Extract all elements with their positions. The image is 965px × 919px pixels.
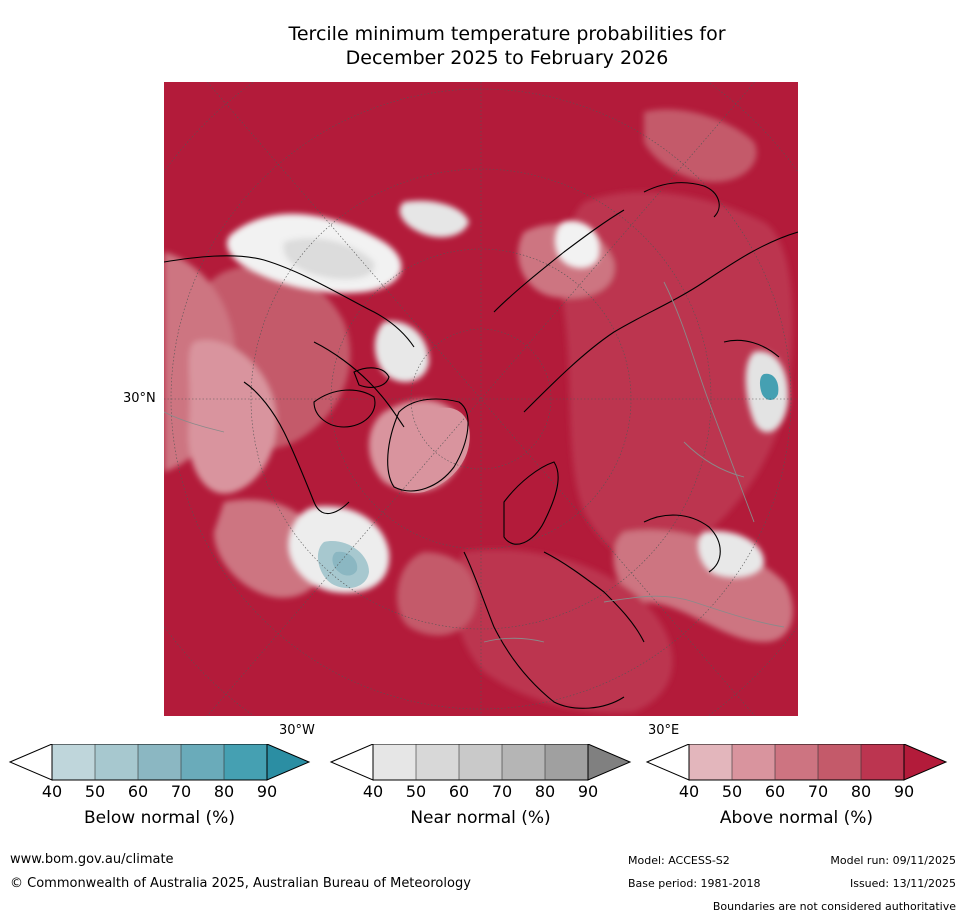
cbar-near-tick-70: 70 xyxy=(491,782,513,801)
latitude-label-30n: 30°N xyxy=(123,391,156,406)
cbar-near-band-80-90 xyxy=(545,744,588,780)
cbar-near-band-70-80 xyxy=(502,744,545,780)
title-line-1: Tercile minimum temperature probabilitie… xyxy=(288,23,726,45)
cbar-near-band-50-60 xyxy=(416,744,459,780)
cbar-below-tick-60: 60 xyxy=(127,782,149,801)
cbar-below-tick-40: 40 xyxy=(41,782,63,801)
above-normal-colorbar xyxy=(645,744,948,781)
map-title: Tercile minimum temperature probabilitie… xyxy=(164,22,850,70)
cbar-above-band-40-50 xyxy=(689,744,732,780)
below-normal-label: Below normal (%) xyxy=(84,808,235,828)
cbar-above-max-extend xyxy=(903,744,948,781)
cbar-near-tick-40: 40 xyxy=(362,782,384,801)
cbar-near-tick-80: 80 xyxy=(534,782,556,801)
cbar-above-min-extend xyxy=(645,744,690,781)
cbar-below-tick-90: 90 xyxy=(256,782,278,801)
title-line-2: December 2025 to February 2026 xyxy=(345,47,669,69)
country-borders xyxy=(164,281,785,643)
cbar-above-tick-90: 90 xyxy=(893,782,915,801)
cbar-above-tick-80: 80 xyxy=(850,782,872,801)
longitude-label-30w: 30°W xyxy=(279,723,315,738)
issued-date: Issued: 13/11/2025 xyxy=(849,877,956,890)
cbar-above-band-50-60 xyxy=(732,744,775,780)
cbar-near-tick-60: 60 xyxy=(448,782,470,801)
cbar-above-tick-40: 40 xyxy=(678,782,700,801)
longitude-label-30e: 30°E xyxy=(648,723,680,738)
website-link[interactable]: www.bom.gov.au/climate xyxy=(10,852,174,867)
model-run-date: Model run: 09/11/2025 xyxy=(830,854,956,867)
cbar-above-band-80-90 xyxy=(861,744,904,780)
cbar-near-band-60-70 xyxy=(459,744,502,780)
cbar-below-band-70-80 xyxy=(181,744,224,780)
near-normal-label: Near normal (%) xyxy=(410,808,551,828)
cbar-near-min-extend xyxy=(329,744,374,781)
cbar-below-band-60-70 xyxy=(138,744,181,780)
cbar-above-tick-70: 70 xyxy=(807,782,829,801)
cbar-near-tick-50: 50 xyxy=(405,782,427,801)
cbar-below-band-40-50 xyxy=(52,744,95,780)
cbar-below-tick-50: 50 xyxy=(84,782,106,801)
cbar-below-tick-80: 80 xyxy=(213,782,235,801)
near-normal-colorbar xyxy=(329,744,632,781)
cbar-below-min-extend xyxy=(8,744,53,781)
cbar-above-band-70-80 xyxy=(818,744,861,780)
below-normal-colorbar xyxy=(8,744,311,781)
below-normal-regions xyxy=(317,373,779,589)
coastlines xyxy=(164,182,798,709)
cbar-near-tick-90: 90 xyxy=(577,782,599,801)
above-normal-label: Above normal (%) xyxy=(719,808,874,828)
base-period: Base period: 1981-2018 xyxy=(628,877,761,890)
polar-map xyxy=(164,82,798,716)
cbar-below-tick-70: 70 xyxy=(170,782,192,801)
copyright-text: © Commonwealth of Australia 2025, Austra… xyxy=(10,876,471,891)
cbar-near-max-extend xyxy=(587,744,632,781)
greenland-shading xyxy=(388,407,470,493)
cbar-near-band-40-50 xyxy=(373,744,416,780)
boundaries-disclaimer: Boundaries are not considered authoritat… xyxy=(712,900,956,913)
cbar-below-max-extend xyxy=(266,744,311,781)
cbar-above-band-60-70 xyxy=(775,744,818,780)
cbar-above-tick-60: 60 xyxy=(764,782,786,801)
cbar-above-tick-50: 50 xyxy=(721,782,743,801)
graticule xyxy=(164,82,798,716)
cbar-below-band-50-60 xyxy=(95,744,138,780)
cbar-below-band-80-90 xyxy=(224,744,267,780)
model-name: Model: ACCESS-S2 xyxy=(628,854,730,867)
